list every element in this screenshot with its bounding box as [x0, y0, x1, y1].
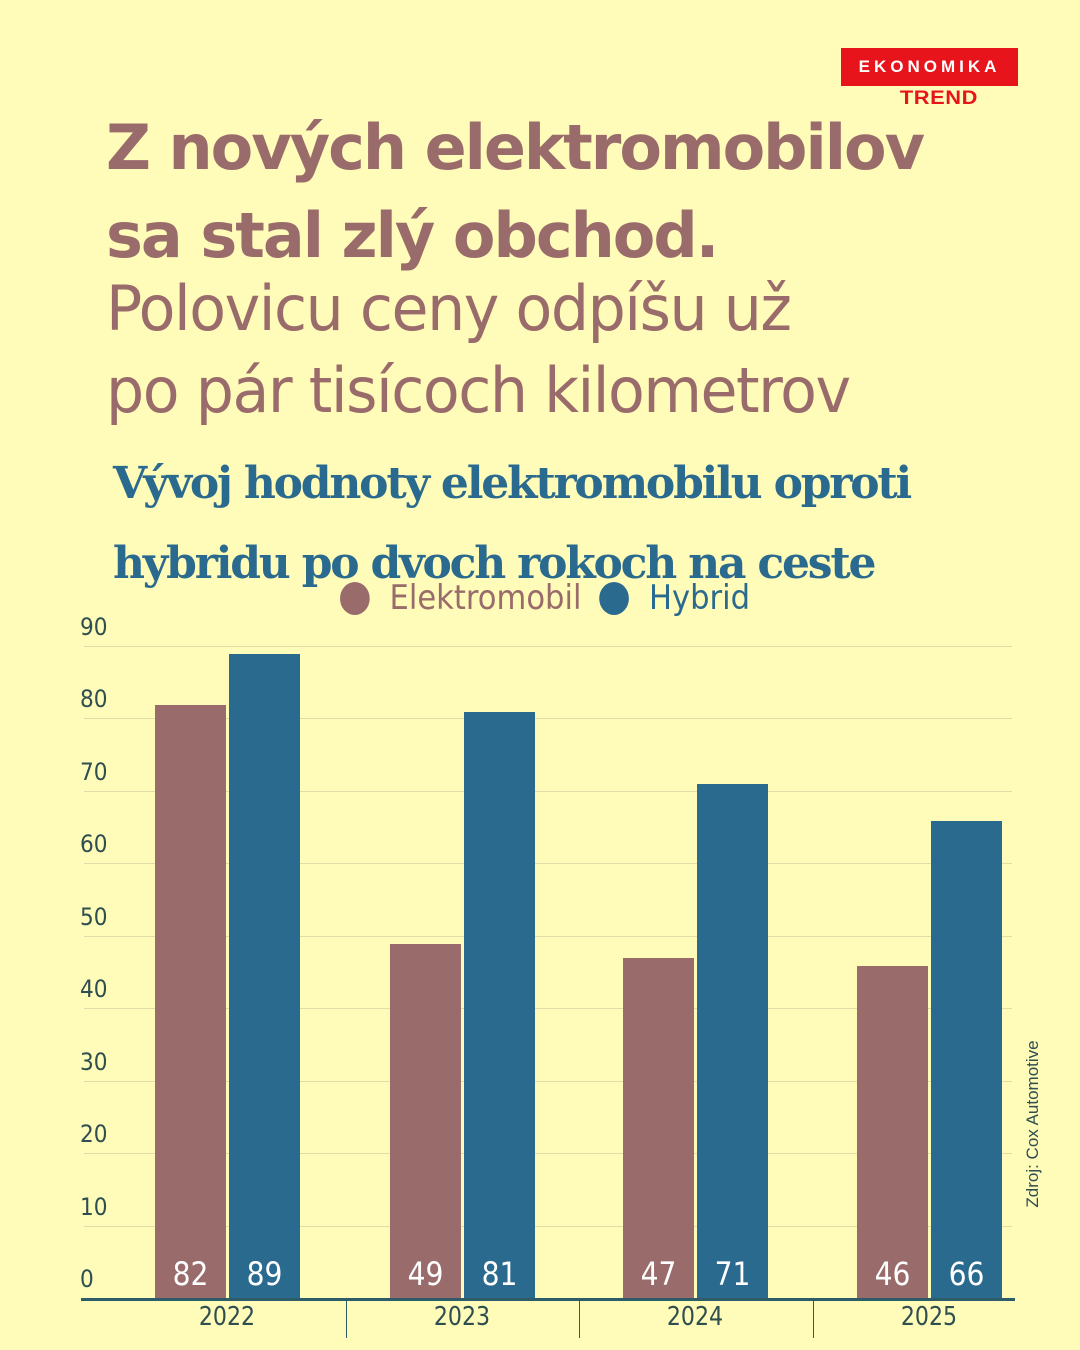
chart-legend: Elektromobil Hybrid	[340, 578, 768, 618]
category-separator	[579, 1300, 580, 1338]
y-tick-label: 70	[80, 757, 108, 786]
gridline	[84, 718, 1012, 719]
y-tick-label: 60	[80, 830, 108, 858]
y-tick-label: 30	[80, 1047, 108, 1076]
legend-label: Elektromobil	[389, 578, 582, 618]
headline-light-line-1: Polovicu ceny odpíšu už	[106, 272, 792, 345]
bar-hybrid-2024: 71	[697, 784, 768, 1299]
bar-value-label: 89	[246, 1255, 283, 1293]
chart-title: Vývoj hodnoty elektromobilu oproti hybri…	[113, 458, 912, 589]
bar-value-label: 66	[948, 1255, 985, 1293]
gridline	[84, 1225, 1012, 1227]
trend-logo: TREND	[899, 88, 979, 109]
gridline	[84, 1080, 1012, 1082]
headline-bold-line-2: sa stal zlý obchod.	[106, 199, 719, 272]
legend-item-elektromobil: Elektromobil	[340, 578, 581, 618]
bar-value-label: 81	[481, 1255, 518, 1293]
bar-hybrid-2023: 81	[464, 711, 535, 1299]
gridline	[84, 645, 1012, 647]
bar-value-label: 71	[714, 1255, 751, 1293]
gridline	[84, 1153, 1012, 1154]
bar-elektromobil-2023: 49	[390, 943, 461, 1299]
bar-value-label: 49	[407, 1255, 444, 1293]
bar-elektromobil-2025: 46	[857, 965, 928, 1299]
ekonomika-logo: EKONOMIKA	[841, 48, 1018, 86]
gridline	[84, 935, 1012, 937]
bar-elektromobil-2022: 82	[155, 704, 226, 1299]
legend-dot-icon	[599, 581, 630, 615]
legend-dot-icon	[340, 581, 370, 615]
y-tick-label: 10	[80, 1192, 108, 1221]
y-tick-label: 20	[80, 1120, 108, 1148]
headline-bold: Z nových elektromobilov sa stal zlý obch…	[106, 104, 1066, 280]
y-tick-label: 80	[80, 685, 108, 713]
x-tick-label: 2025	[900, 1302, 958, 1332]
legend-item-hybrid: Hybrid	[599, 578, 750, 618]
y-tick-label: 40	[80, 975, 108, 1003]
x-tick-label: 2024	[666, 1302, 724, 1332]
category-separator	[346, 1300, 347, 1338]
bar-hybrid-2022: 89	[229, 653, 300, 1299]
bar-value-label: 46	[874, 1255, 911, 1293]
bar-value-label: 82	[172, 1255, 209, 1293]
x-tick-label: 2022	[198, 1302, 256, 1332]
bar-elektromobil-2024: 47	[623, 958, 694, 1299]
category-separator	[813, 1300, 814, 1338]
x-axis-line	[81, 1298, 1015, 1301]
source-note: Zdroj: Cox Automotive	[1023, 1040, 1042, 1208]
y-tick-label: 50	[80, 902, 108, 931]
gridline	[84, 863, 1012, 864]
headline-light-line-2: po pár tisícoch kilometrov	[106, 354, 851, 427]
bar-hybrid-2025: 66	[931, 820, 1002, 1299]
headline-light: Polovicu ceny odpíšu už po pár tisícoch …	[106, 268, 1037, 432]
bar-value-label: 47	[640, 1255, 677, 1293]
headline-bold-line-1: Z nových elektromobilov	[106, 111, 925, 184]
legend-label: Hybrid	[648, 578, 751, 618]
gridline	[84, 790, 1012, 792]
x-tick-label: 2023	[433, 1302, 491, 1332]
y-tick-label: 0	[80, 1265, 94, 1293]
gridline	[84, 1008, 1012, 1009]
y-tick-label: 90	[80, 612, 108, 641]
